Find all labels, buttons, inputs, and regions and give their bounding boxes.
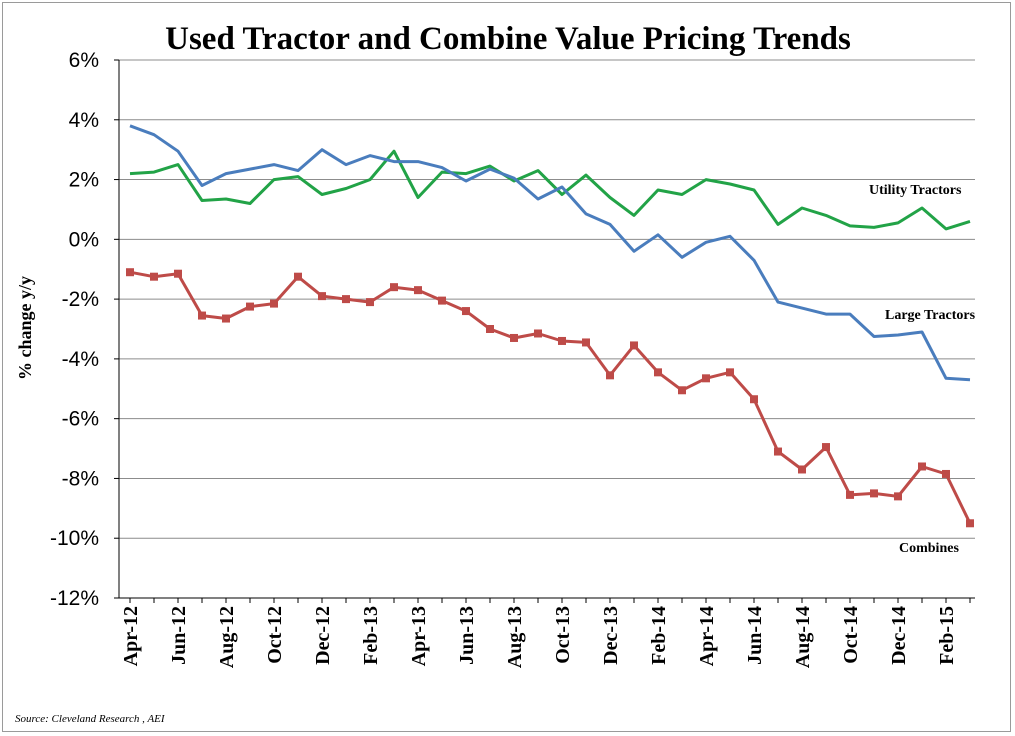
combines-point (966, 519, 974, 528)
x-tick-label: Apr-13 (408, 606, 430, 666)
combines-point (942, 469, 950, 478)
series-group (126, 124, 974, 528)
combines-point (894, 492, 902, 501)
combines-line (129, 270, 972, 524)
y-tick-label: -12% (50, 587, 99, 610)
x-tick-label: Dec-12 (312, 606, 334, 665)
combines-point (510, 333, 518, 342)
combines-point (750, 395, 758, 404)
y-axis-label: % change y/y (15, 276, 35, 380)
combines-point (126, 268, 134, 277)
combines-point (366, 298, 374, 307)
x-tick-label: Apr-12 (120, 606, 142, 666)
combines-point (654, 368, 662, 377)
y-tick-label: 4% (69, 109, 99, 132)
x-tick-label: Oct-14 (840, 606, 862, 664)
combines-point (582, 338, 590, 347)
y-axis-ticks: 6% 4% 2% 0% -2% -4% -6% -8% -10% -12% (50, 49, 99, 610)
x-tick-label: Oct-13 (552, 606, 574, 664)
combines-point (678, 386, 686, 395)
combines-point (702, 374, 710, 383)
x-tick-label: Oct-12 (264, 606, 286, 664)
x-tick-label: Dec-14 (888, 606, 910, 665)
utility-tractors-label: Utility Tractors (869, 183, 962, 198)
large-tractors-label: Large Tractors (885, 308, 976, 323)
combines-point (222, 314, 230, 323)
y-tick-label: -8% (62, 467, 99, 490)
gridlines (119, 59, 975, 539)
combines-point (150, 272, 158, 281)
x-tick-label: Feb-15 (936, 606, 958, 665)
combines-point (798, 465, 806, 474)
x-tick-label: Jun-14 (744, 606, 766, 665)
x-tick-label: Aug-12 (216, 606, 238, 668)
chart-title: Used Tractor and Combine Value Pricing T… (165, 21, 851, 57)
combines-point (870, 489, 878, 498)
x-tick-label: Aug-13 (504, 606, 526, 668)
combines-point (294, 272, 302, 281)
utility-tractors-line (129, 149, 971, 231)
y-tick-label: -10% (50, 527, 99, 550)
x-tick-label: Jun-12 (168, 606, 190, 665)
combines-point (534, 329, 542, 338)
x-tick-label: Apr-14 (696, 606, 718, 666)
x-tick-label: Feb-14 (648, 606, 670, 665)
large-tractors-line (129, 124, 971, 382)
x-tick-label: Feb-13 (360, 606, 382, 665)
combines-point (822, 443, 830, 452)
combines-point (318, 292, 326, 301)
combines-point (342, 295, 350, 304)
y-tick-label: -2% (62, 288, 99, 311)
combines-point (174, 269, 182, 278)
y-tick-label: -4% (62, 348, 99, 371)
source-note: Source: Cleveland Research , AEI (15, 713, 166, 725)
x-axis: Apr-12 Jun-12 Aug-12 Oct-12 Dec-12 Feb-13 Apr-… (114, 59, 975, 668)
combines-point (606, 371, 614, 380)
line-chart: Used Tractor and Combine Value Pricing T… (15, 21, 976, 725)
x-tick-label: Aug-14 (792, 606, 814, 668)
combines-point (774, 447, 782, 456)
combines-point (726, 368, 734, 377)
combines-point (846, 490, 854, 499)
y-tick-label: 6% (69, 49, 99, 72)
combines-point (390, 283, 398, 292)
combines-label: Combines (899, 541, 959, 556)
combines-point (246, 302, 254, 311)
combines-point (630, 341, 638, 350)
x-tick-label: Jun-13 (456, 606, 478, 665)
combines-point (198, 311, 206, 320)
combines-point (414, 286, 422, 295)
y-tick-label: 0% (69, 228, 99, 251)
x-tick-label: Dec-13 (600, 606, 622, 665)
combines-point (918, 462, 926, 471)
y-tick-label: -6% (62, 408, 99, 431)
combines-point (558, 336, 566, 345)
combines-point (462, 307, 470, 316)
combines-point (270, 299, 278, 308)
y-tick-label: 2% (69, 169, 99, 192)
combines-point (438, 296, 446, 305)
combines-point (486, 325, 494, 333)
